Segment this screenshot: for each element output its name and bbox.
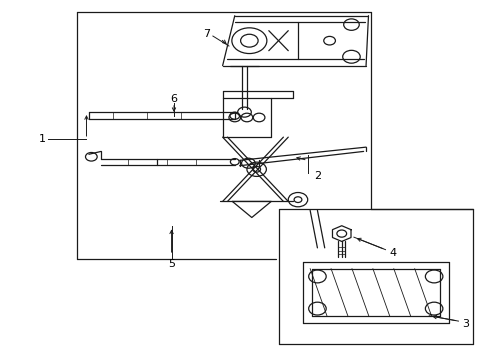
Text: 5: 5 (168, 259, 175, 269)
Text: 4: 4 (388, 248, 396, 258)
Text: 7: 7 (203, 29, 210, 39)
Text: 3: 3 (461, 319, 468, 329)
Text: 2: 2 (313, 171, 320, 181)
Text: 1: 1 (39, 134, 46, 144)
Text: 6: 6 (170, 94, 177, 104)
